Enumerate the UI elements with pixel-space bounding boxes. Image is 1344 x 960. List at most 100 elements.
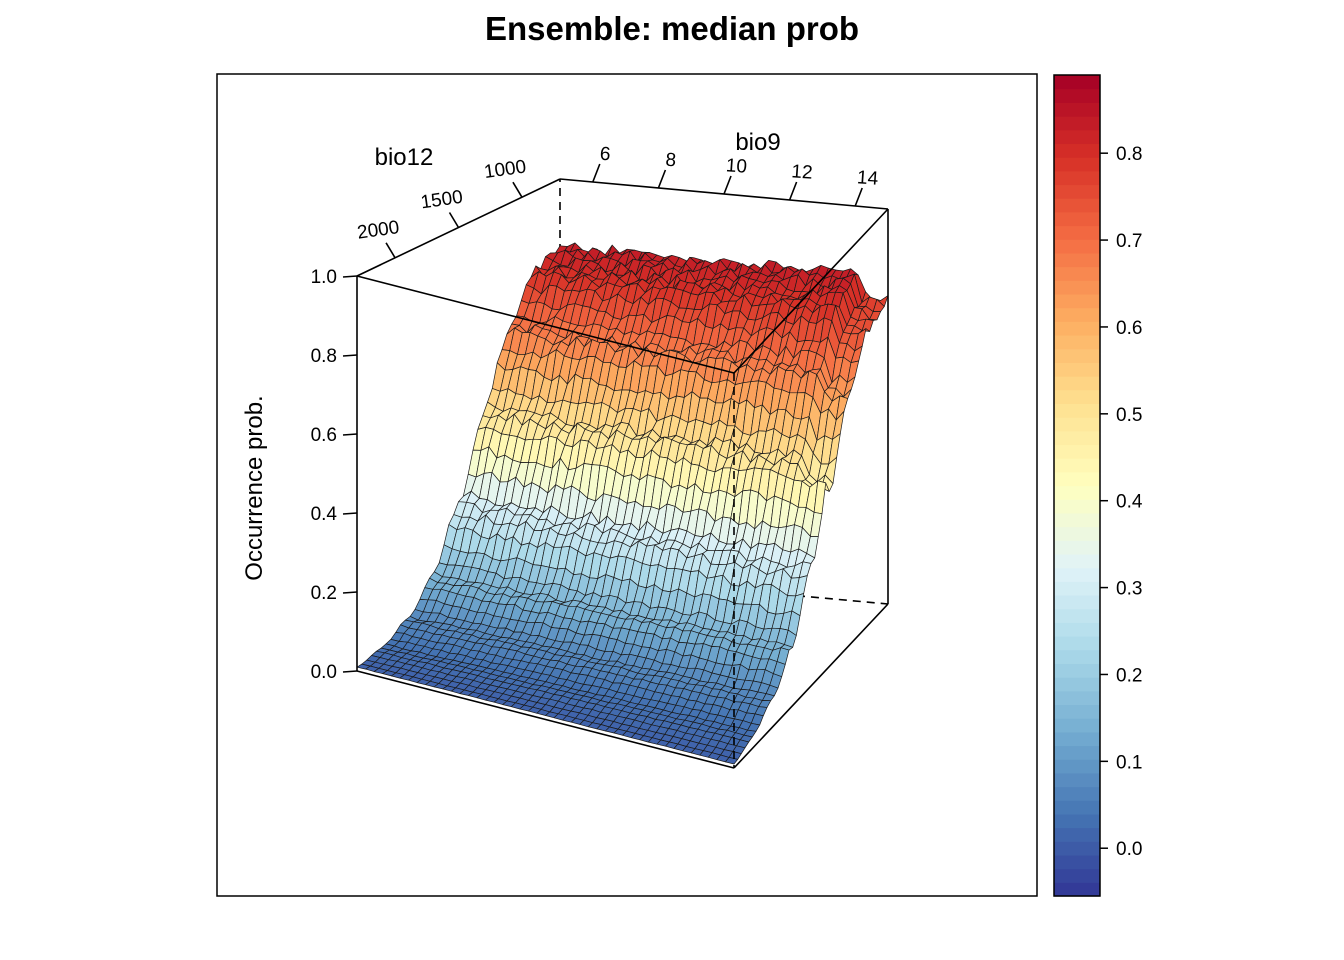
box-edge-top-right: [733, 208, 889, 374]
colorbar-swatch: [1054, 786, 1100, 801]
box-edge-front-floor: [356, 670, 735, 769]
z-tick: [342, 354, 358, 357]
colorbar-swatch: [1054, 157, 1100, 172]
colorbar-swatch: [1054, 307, 1100, 322]
colorbar-swatch: [1054, 704, 1100, 719]
surface-mesh: [356, 242, 889, 765]
colorbar-swatch: [1054, 868, 1100, 883]
colorbar: 0.0 0.1 0.2 0.3 0.4 0.5 0.6 0.7 0.8: [1053, 74, 1143, 897]
colorbar-swatch: [1054, 813, 1100, 829]
colorbar-swatch: [1054, 417, 1100, 432]
plot-frame: [216, 73, 1038, 897]
colorbar-swatch: [1054, 649, 1100, 664]
colorbar-swatch: [1054, 800, 1100, 815]
colorbar-swatch: [1054, 718, 1100, 733]
colorbar-swatch: [1054, 280, 1100, 295]
z-tick-label: 0.4: [311, 504, 338, 525]
colorbar-tick-label: 0.1: [1116, 752, 1142, 773]
colorbar-swatch: [1054, 458, 1100, 473]
colorbar-swatch: [1054, 88, 1100, 103]
colorbar-swatch: [1054, 444, 1100, 459]
colorbar-swatch: [1054, 663, 1100, 678]
colorbar-swatch: [1054, 594, 1100, 610]
colorbar-tick-label: 0.4: [1116, 492, 1143, 513]
z-axis: Occurrence prob. 0.0 0.2 0.4 0.6 0.8 1.0: [241, 267, 358, 683]
colorbar-swatch: [1054, 882, 1100, 897]
x-axis: bio9 6 8 10 12 14: [592, 129, 879, 207]
colorbar-tick-label: 0.0: [1116, 839, 1142, 860]
colorbar-swatch: [1054, 827, 1100, 842]
colorbar-swatch: [1054, 184, 1100, 199]
z-tick: [342, 512, 358, 515]
box-edge-right-floor: [733, 603, 889, 769]
colorbar-swatch: [1054, 198, 1100, 213]
z-tick-label: 0.2: [311, 583, 337, 604]
colorbar-swatch: [1054, 116, 1100, 131]
colorbar-swatch: [1054, 759, 1100, 774]
colorbar-swatch: [1054, 622, 1100, 637]
box-edge-top-front: [356, 275, 735, 374]
colorbar-swatch: [1054, 143, 1100, 158]
colorbar-swatch: [1054, 553, 1100, 569]
colorbar-swatch: [1054, 348, 1100, 363]
colorbar-swatch: [1054, 677, 1100, 692]
colorbar-swatch: [1054, 636, 1100, 651]
x-tick: [657, 169, 667, 189]
z-tick: [342, 670, 358, 673]
x-tick-label: 8: [665, 150, 677, 172]
colorbar-swatch: [1054, 854, 1100, 870]
colorbar-swatch: [1054, 102, 1100, 117]
x-tick: [854, 187, 863, 207]
z-tick-label: 0.6: [311, 425, 337, 446]
z-tick-label: 0.0: [311, 662, 337, 683]
x-tick: [788, 181, 798, 201]
x-tick-label: 12: [791, 161, 814, 183]
colorbar-swatch: [1054, 225, 1100, 240]
colorbar-swatch: [1054, 334, 1100, 350]
x-tick-label: 6: [599, 144, 611, 166]
y-tick: [512, 181, 523, 198]
colorbar-swatch: [1054, 526, 1100, 541]
colorbar-swatch: [1054, 129, 1100, 145]
colorbar-tick-label: 0.5: [1116, 405, 1142, 426]
colorbar-swatch: [1054, 731, 1100, 747]
colorbar-swatch: [1054, 430, 1100, 446]
colorbar-swatch: [1054, 841, 1100, 856]
colorbar-swatch: [1054, 772, 1100, 788]
z-tick-label: 1.0: [311, 267, 337, 288]
colorbar-swatch: [1054, 471, 1100, 487]
y-tick-label: 1000: [483, 156, 528, 183]
y-tick: [385, 242, 396, 259]
colorbar-swatch: [1054, 170, 1100, 186]
colorbar-swatch: [1054, 512, 1100, 528]
x-tick-label: 14: [856, 167, 879, 189]
x-tick-label: 10: [725, 155, 748, 177]
colorbar-swatch: [1054, 690, 1100, 706]
colorbar-swatch: [1054, 745, 1100, 760]
colorbar-swatch: [1054, 293, 1100, 309]
box-front-edges: [356, 178, 889, 769]
colorbar-swatch: [1054, 540, 1100, 555]
colorbar-swatch: [1054, 499, 1100, 514]
colorbar-swatch: [1054, 581, 1100, 596]
chart-title: Ensemble: median prob: [484, 10, 860, 47]
colorbar-swatch: [1054, 376, 1100, 391]
colorbar-tick-label: 0.3: [1116, 579, 1142, 600]
colorbar-swatch: [1054, 75, 1100, 90]
z-tick-label: 0.8: [311, 346, 337, 367]
colorbar-swatch: [1054, 485, 1100, 500]
colorbar-swatch: [1054, 567, 1100, 582]
y-axis-label: bio12: [375, 144, 434, 171]
colorbar-swatch: [1054, 252, 1100, 268]
colorbar-swatch: [1054, 389, 1100, 404]
y-tick-label: 2000: [356, 217, 401, 244]
z-tick: [342, 275, 358, 278]
colorbar-swatch: [1054, 266, 1100, 281]
z-axis-label: Occurrence prob.: [241, 395, 268, 580]
y-axis: bio12 1000 1500 2000: [356, 144, 528, 259]
colorbar-tick-label: 0.8: [1116, 144, 1142, 165]
colorbar-swatch: [1054, 321, 1100, 336]
y-tick: [448, 212, 460, 228]
colorbar-swatch: [1054, 608, 1100, 623]
